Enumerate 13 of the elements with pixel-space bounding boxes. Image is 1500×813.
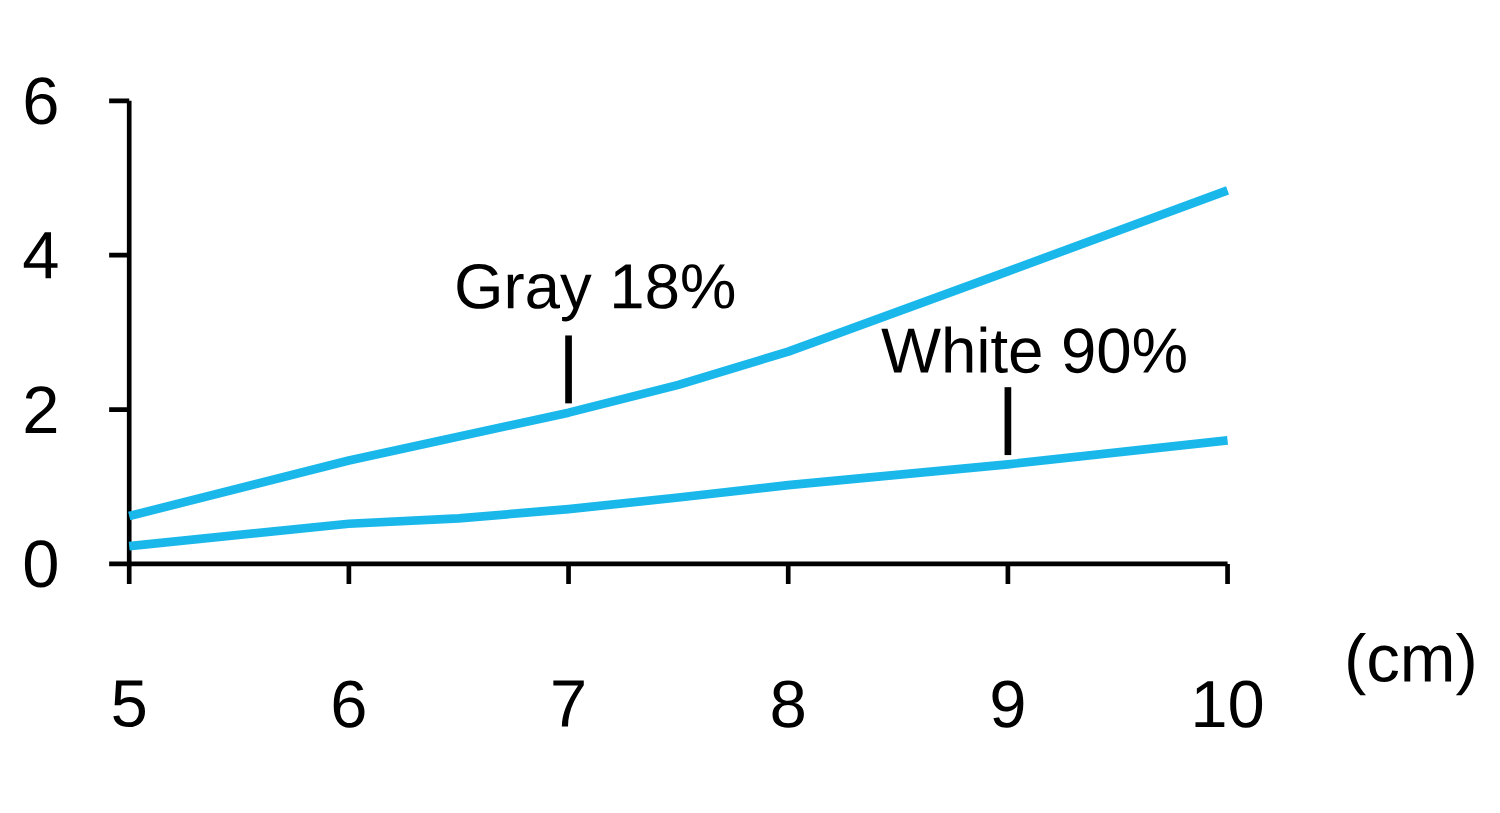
x-axis-title: (cm) <box>1348 633 1474 696</box>
x-tick-label: 7 <box>553 680 584 727</box>
annotation: Gray 18% <box>457 263 735 322</box>
annotation: White 90% <box>881 326 1186 374</box>
x-tick-label: 5 <box>113 680 145 728</box>
x-tick-label: 9 <box>992 680 1024 728</box>
x-tick-label: 8 <box>772 680 804 728</box>
x-tick-label: 6 <box>333 680 365 728</box>
x-tick-label: 10 <box>1195 680 1263 728</box>
y-tick-label: 2 <box>25 386 57 433</box>
y-tick-label: 4 <box>23 232 58 279</box>
y-tick-label: 0 <box>24 540 57 588</box>
y-tick-label: 6 <box>25 77 57 125</box>
